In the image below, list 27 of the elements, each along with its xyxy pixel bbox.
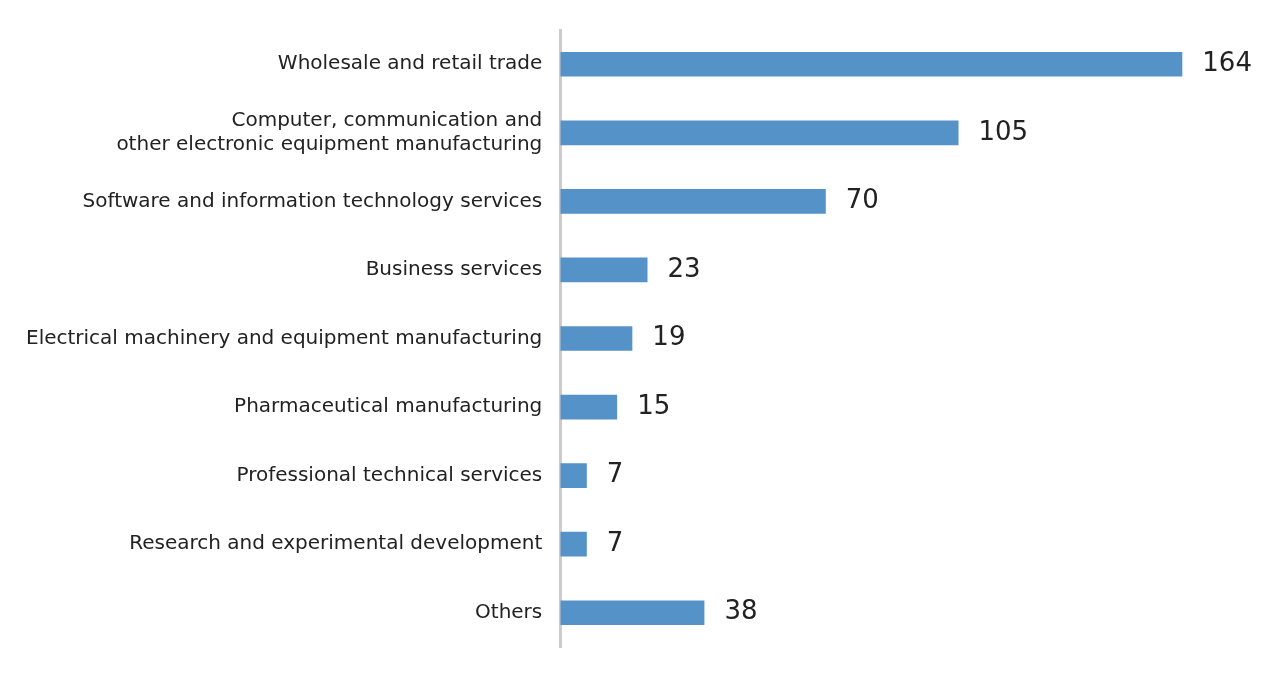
y-tick-label: Wholesale and retail trade: [277, 50, 543, 75]
y-tick-label: Software and information technology services: [82, 187, 543, 212]
data-label: 38: [724, 595, 758, 626]
bar: [560, 257, 648, 283]
data-label: 7: [606, 458, 624, 489]
y-tick-label: Electrical machinery and equipment manufacturing: [25, 324, 543, 349]
bar: [560, 189, 826, 214]
bar: [560, 600, 705, 626]
bar: [560, 51, 1183, 77]
y-tick-label: Research and experimental development: [129, 530, 543, 555]
data-label: 15: [637, 389, 671, 420]
data-label: 23: [667, 252, 701, 283]
bar: [560, 120, 959, 146]
y-tick-label: Others: [475, 598, 543, 623]
bar: [560, 394, 618, 420]
bar: [560, 463, 587, 488]
bar: [560, 326, 633, 351]
y-tick-label: Computer, communication and other electronic equipment manufacturing: [116, 107, 543, 156]
data-label: 7: [606, 526, 624, 557]
data-label: 105: [978, 115, 1029, 146]
y-tick-label: Professional technical services: [236, 461, 543, 486]
bar: [560, 531, 587, 557]
y-tick-label: Business services: [365, 256, 543, 281]
data-label: 70: [845, 184, 879, 215]
data-label: 19: [652, 321, 686, 352]
data-label: 164: [1202, 47, 1252, 78]
y-tick-label: Pharmaceutical manufacturing: [234, 393, 543, 418]
